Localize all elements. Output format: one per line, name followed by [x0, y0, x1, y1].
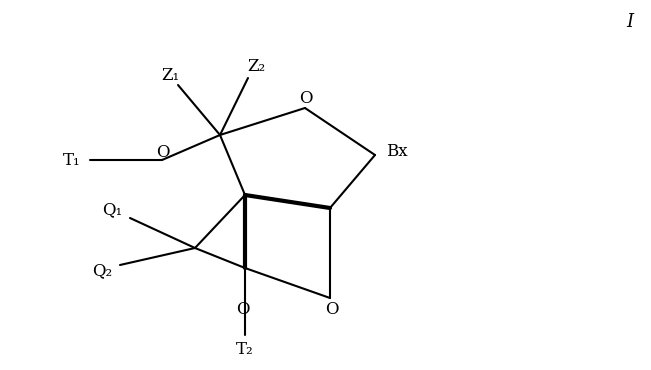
Text: Z₂: Z₂ [247, 57, 265, 74]
Text: T₁: T₁ [63, 151, 81, 168]
Text: Q₁: Q₁ [102, 202, 122, 219]
Text: O: O [156, 144, 170, 161]
Text: Z₁: Z₁ [161, 67, 179, 84]
Text: I: I [626, 13, 633, 31]
Text: T₂: T₂ [236, 340, 254, 357]
Text: O: O [236, 302, 250, 319]
Text: Bx: Bx [386, 142, 408, 159]
Text: O: O [299, 90, 312, 107]
Text: Q₂: Q₂ [92, 262, 112, 279]
Text: O: O [326, 302, 339, 319]
